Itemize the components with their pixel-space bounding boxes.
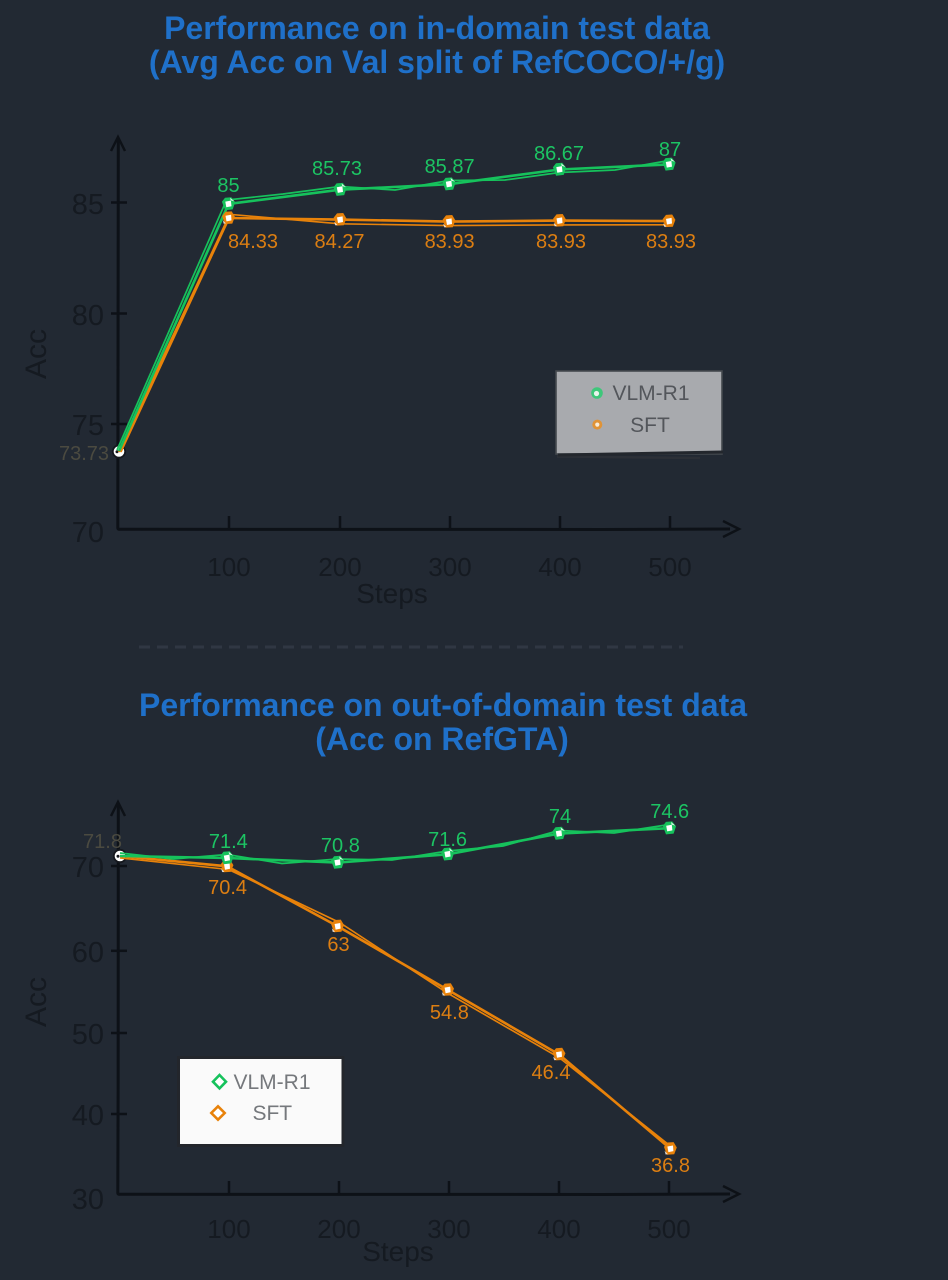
svg-text:200: 200 — [317, 1214, 360, 1244]
svg-text:86.67: 86.67 — [534, 143, 584, 165]
svg-text:83.93: 83.93 — [425, 231, 475, 253]
svg-text:87: 87 — [659, 139, 681, 161]
svg-text:84.33: 84.33 — [228, 231, 278, 253]
svg-text:36.8: 36.8 — [651, 1155, 690, 1177]
svg-text:Steps: Steps — [362, 1236, 434, 1267]
svg-text:54.8: 54.8 — [430, 1002, 469, 1024]
svg-text:63: 63 — [327, 934, 349, 956]
svg-text:500: 500 — [648, 552, 691, 582]
svg-text:71.4: 71.4 — [209, 831, 248, 853]
svg-text:70: 70 — [72, 517, 104, 549]
svg-text:71.8: 71.8 — [83, 831, 122, 853]
svg-text:84.27: 84.27 — [314, 231, 364, 253]
svg-text:SFT: SFT — [630, 414, 670, 437]
svg-text:70.8: 70.8 — [321, 835, 360, 857]
svg-text:74: 74 — [549, 806, 571, 828]
svg-text:Acc: Acc — [20, 977, 53, 1027]
svg-text:30: 30 — [72, 1184, 104, 1216]
svg-text:SFT: SFT — [252, 1102, 292, 1125]
svg-text:300: 300 — [427, 1214, 470, 1244]
svg-text:46.4: 46.4 — [532, 1062, 571, 1084]
svg-text:73.73: 73.73 — [59, 443, 109, 465]
svg-text:71.6: 71.6 — [428, 829, 467, 851]
svg-text:60: 60 — [72, 937, 104, 969]
svg-text:(Acc on RefGTA): (Acc on RefGTA) — [315, 721, 569, 757]
svg-text:500: 500 — [647, 1214, 690, 1244]
svg-text:Performance on out-of-domain t: Performance on out-of-domain test data — [139, 687, 747, 723]
svg-text:74.6: 74.6 — [650, 801, 689, 823]
svg-text:400: 400 — [537, 1214, 580, 1244]
svg-text:100: 100 — [207, 1214, 250, 1244]
svg-text:85: 85 — [217, 175, 239, 197]
svg-text:(Avg Acc on Val split of RefCO: (Avg Acc on Val split of RefCOCO/+/g) — [149, 44, 725, 80]
svg-text:300: 300 — [428, 552, 471, 582]
svg-text:83.93: 83.93 — [536, 231, 586, 253]
svg-text:70.4: 70.4 — [208, 877, 247, 899]
svg-text:Performance on in-domain test: Performance on in-domain test data — [164, 10, 710, 46]
svg-text:200: 200 — [318, 552, 361, 582]
svg-text:80: 80 — [72, 300, 104, 332]
svg-text:VLM-R1: VLM-R1 — [233, 1071, 310, 1094]
svg-text:VLM-R1: VLM-R1 — [612, 382, 689, 405]
svg-text:100: 100 — [207, 552, 250, 582]
svg-text:83.93: 83.93 — [646, 231, 696, 253]
svg-text:75: 75 — [72, 410, 104, 442]
svg-text:Steps: Steps — [356, 578, 428, 609]
svg-text:70: 70 — [72, 852, 104, 884]
svg-text:85.87: 85.87 — [425, 156, 475, 178]
svg-text:40: 40 — [72, 1100, 104, 1132]
svg-text:50: 50 — [72, 1019, 104, 1051]
svg-text:400: 400 — [538, 552, 581, 582]
svg-text:85: 85 — [72, 189, 104, 221]
svg-text:85.73: 85.73 — [312, 158, 362, 180]
svg-text:Acc: Acc — [20, 329, 53, 379]
